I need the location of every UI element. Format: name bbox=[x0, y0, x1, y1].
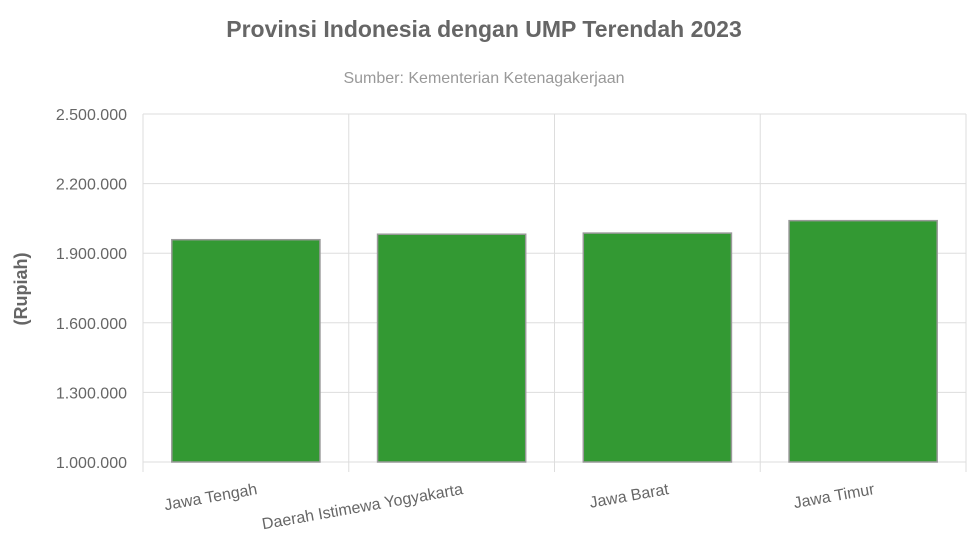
y-tick-label: 1.600.000 bbox=[56, 316, 127, 333]
y-axis-label: (Rupiah) bbox=[11, 253, 31, 326]
y-tick-label: 1.000.000 bbox=[56, 455, 127, 472]
y-tick-label: 2.500.000 bbox=[56, 107, 127, 124]
bar bbox=[582, 232, 733, 463]
chart-subtitle: Sumber: Kementerian Ketenagakerjaan bbox=[343, 70, 625, 87]
y-tick-label: 1.900.000 bbox=[56, 246, 127, 263]
chart-title: Provinsi Indonesia dengan UMP Terendah 2… bbox=[226, 16, 742, 42]
y-tick-label: 1.300.000 bbox=[56, 385, 127, 402]
bar bbox=[171, 238, 321, 463]
bars bbox=[171, 219, 938, 463]
x-tick-label: Jawa Timur bbox=[792, 481, 876, 512]
bar bbox=[788, 219, 938, 463]
bar bbox=[376, 233, 527, 463]
x-tick-label: Daerah Istimewa Yogyakarta bbox=[261, 481, 465, 533]
y-tick-label: 2.200.000 bbox=[56, 177, 127, 194]
x-tick-label: Jawa Barat bbox=[588, 481, 670, 512]
x-tick-label: Jawa Tengah bbox=[163, 481, 259, 514]
